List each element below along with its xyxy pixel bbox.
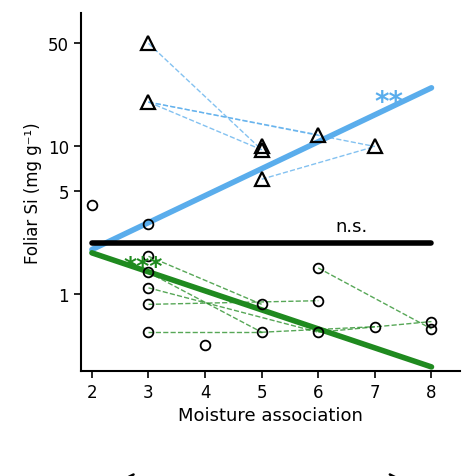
Text: ***: *** xyxy=(123,254,163,278)
Y-axis label: Foliar Si (mg g⁻¹): Foliar Si (mg g⁻¹) xyxy=(24,122,42,263)
X-axis label: Moisture association: Moisture association xyxy=(178,407,363,425)
Text: **: ** xyxy=(375,89,404,117)
Text: n.s.: n.s. xyxy=(335,218,367,235)
